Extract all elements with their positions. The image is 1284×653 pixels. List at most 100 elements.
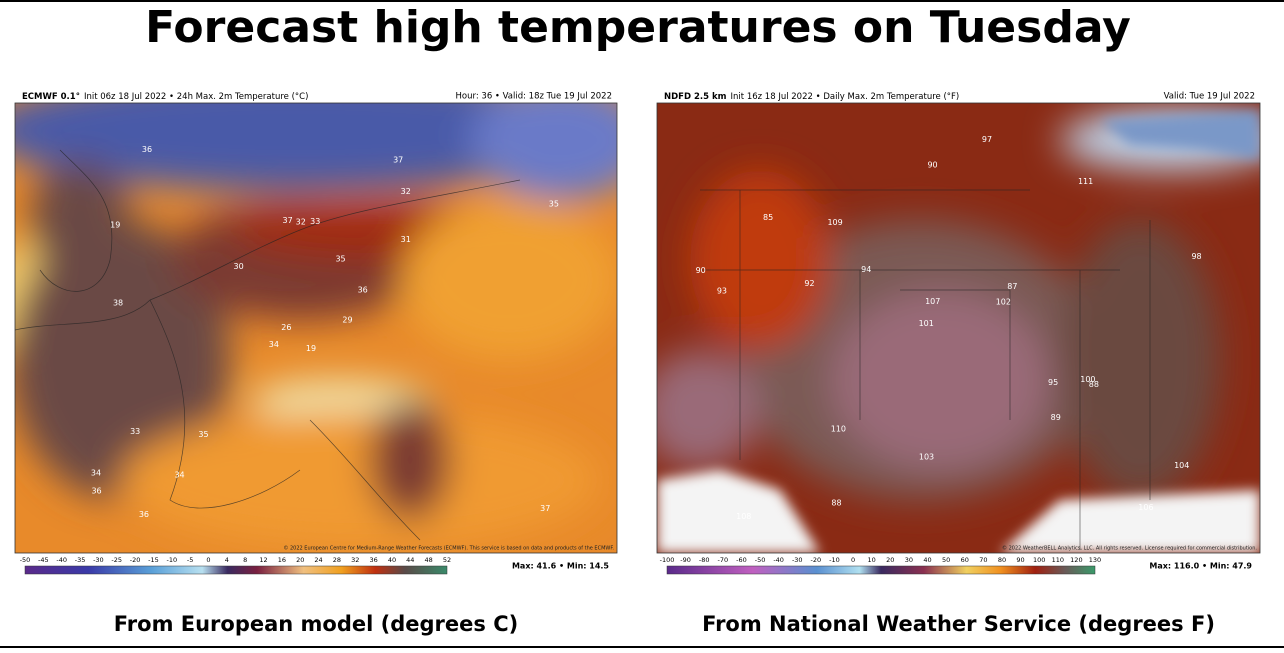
max-min: Max: 116.0 • Min: 47.9 [1149, 562, 1252, 571]
colorbar-tick-label: 28 [333, 556, 341, 564]
temperature-label: 104 [1174, 461, 1189, 470]
colorbar-tick-label: -50 [755, 556, 766, 564]
colorbar-tick-label: 36 [369, 556, 377, 564]
temperature-label: 97 [982, 135, 992, 144]
europe-map [15, 103, 617, 553]
copyright: © 2022 WeatherBELL Analytics, LLC. All r… [1002, 545, 1257, 552]
title: Forecast high temperatures on Tuesday [145, 2, 1131, 53]
colorbar-tick-label: 4 [225, 556, 229, 564]
model-name: ECMWF 0.1° [22, 92, 80, 102]
temperature-label: 37 [393, 155, 403, 164]
colorbar-tick-label: -45 [38, 556, 49, 564]
colorbar [666, 565, 1096, 575]
colorbar-tick-label: 130 [1089, 556, 1101, 564]
colorbar-tick-label: -30 [792, 556, 803, 564]
map-frame [656, 102, 1261, 554]
temperature-label: 98 [1191, 252, 1201, 261]
colorbar-tick-label: 44 [406, 556, 414, 564]
temperature-label: 90 [696, 266, 706, 275]
map-header: NDFD 2.5 km Init 16z 18 Jul 2022 • Daily … [664, 92, 959, 102]
temperature-label: 38 [113, 299, 123, 308]
colorbar-tick-label: -20 [130, 556, 141, 564]
colorbar-tick-label: -80 [699, 556, 710, 564]
max-min: Max: 41.6 • Min: 14.5 [512, 562, 609, 571]
temperature-label: 107 [925, 297, 940, 306]
temperature-label: 26 [281, 323, 291, 332]
temperature-label: 90 [927, 161, 937, 170]
caption: From European model (degrees C) [114, 612, 518, 636]
colorbar-tick-label: 80 [998, 556, 1006, 564]
temperature-label: 19 [110, 221, 120, 230]
temperature-label: 110 [831, 424, 846, 433]
temperature-label: 89 [1051, 413, 1061, 422]
colorbar-tick-label: 50 [942, 556, 950, 564]
colorbar-tick-label: 110 [1052, 556, 1064, 564]
header-description: Init 06z 18 Jul 2022 • 24h Max. 2m Tempe… [84, 92, 308, 102]
temperature-label: 34 [91, 468, 101, 477]
colorbar-tick-label: 48 [425, 556, 433, 564]
temperature-label: 108 [736, 512, 751, 521]
colorbar-tick-label: -50 [20, 556, 31, 564]
colorbar-tick-label: 10 [868, 556, 876, 564]
colorbar-tick-label: 20 [886, 556, 894, 564]
map-frame [14, 102, 618, 554]
colorbar-tick-label: 60 [961, 556, 969, 564]
colorbar-tick-label: 40 [388, 556, 396, 564]
temperature-label: 31 [401, 235, 411, 244]
temperature-label: 101 [919, 319, 934, 328]
temperature-label: 35 [549, 199, 559, 208]
temperature-label: 33 [310, 217, 320, 226]
us-map [657, 103, 1260, 553]
colorbar-tick-label: -5 [187, 556, 193, 564]
temperature-label: 106 [1138, 503, 1153, 512]
temperature-label: 35 [198, 430, 208, 439]
caption: From National Weather Service (degrees F… [702, 612, 1215, 636]
colorbar-tick-label: -30 [93, 556, 104, 564]
colorbar [24, 565, 448, 575]
temperature-label: 32 [401, 187, 411, 196]
temperature-label: 85 [763, 213, 773, 222]
colorbar-tick-label: -20 [811, 556, 822, 564]
colorbar-tick-label: 24 [314, 556, 322, 564]
temperature-label: 30 [233, 262, 243, 271]
temperature-label: 100 [1080, 375, 1095, 384]
temperature-label: 92 [804, 279, 814, 288]
colorbar-tick-label: -90 [680, 556, 691, 564]
temperature-label: 88 [1089, 380, 1099, 389]
temperature-label: 88 [831, 499, 841, 508]
temperature-label: 33 [130, 427, 140, 436]
temperature-label: 36 [142, 145, 152, 154]
temperature-label: 103 [919, 452, 934, 461]
temperature-label: 35 [335, 254, 345, 263]
colorbar-tick-label: 90 [1016, 556, 1024, 564]
temperature-label: 36 [139, 510, 149, 519]
temperature-label: 36 [91, 487, 101, 496]
temperature-label: 19 [306, 344, 316, 353]
colorbar-tick-label: -25 [111, 556, 122, 564]
temperature-label: 36 [358, 286, 368, 295]
colorbar-tick-label: 70 [979, 556, 987, 564]
temperature-label: 34 [269, 340, 279, 349]
colorbar-tick-label: -10 [166, 556, 177, 564]
colorbar-tick-label: -10 [829, 556, 840, 564]
temperature-label: 37 [540, 504, 550, 513]
valid-time: Valid: Tue 19 Jul 2022 [1164, 92, 1255, 102]
colorbar-tick-label: 12 [259, 556, 267, 564]
colorbar-tick-label: 8 [243, 556, 247, 564]
map-header: ECMWF 0.1° Init 06z 18 Jul 2022 • 24h Max… [22, 92, 308, 102]
colorbar-tick-label: 40 [923, 556, 931, 564]
temperature-label: 95 [1048, 378, 1058, 387]
temperature-label: 93 [717, 286, 727, 295]
colorbar-tick-label: -35 [75, 556, 86, 564]
temperature-label: 102 [996, 298, 1011, 307]
valid-time: Hour: 36 • Valid: 18z Tue 19 Jul 2022 [456, 92, 612, 102]
temperature-label: 37 [283, 216, 293, 225]
colorbar-tick-label: -60 [736, 556, 747, 564]
colorbar-tick-label: 30 [905, 556, 913, 564]
model-name: NDFD 2.5 km [664, 92, 727, 102]
colorbar-tick-label: 32 [351, 556, 359, 564]
copyright: © 2022 European Centre for Medium-Range … [283, 545, 614, 552]
colorbar-tick-label: -40 [56, 556, 67, 564]
colorbar-tick-label: 100 [1033, 556, 1045, 564]
header-description: Init 16z 18 Jul 2022 • Daily Max. 2m Tem… [731, 92, 960, 102]
